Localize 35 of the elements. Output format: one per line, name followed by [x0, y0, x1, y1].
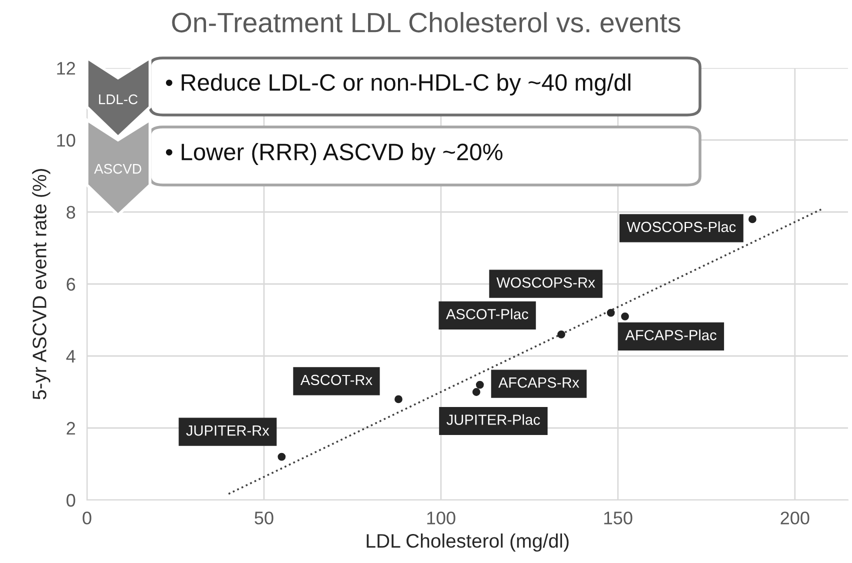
- point: [557, 330, 566, 338]
- annotation: ASCVD: [94, 164, 142, 174]
- point: [394, 395, 402, 404]
- y-tick-label: 4: [66, 350, 76, 363]
- y-tick-label: 12: [57, 62, 75, 75]
- y-tick-label: 10: [57, 134, 76, 147]
- x-tick-label: 200: [780, 512, 810, 524]
- x-tick-label: 0: [82, 512, 92, 524]
- point: [606, 308, 615, 317]
- point: [472, 388, 480, 396]
- annotation: WOSCOPS-Rx: [496, 277, 596, 288]
- annotation: JUPITER-Rx: [186, 426, 270, 436]
- annotation: ASCOT-Rx: [300, 374, 372, 386]
- y-tick-label: 8: [66, 206, 76, 219]
- point: [621, 312, 629, 320]
- annotation: WOSCOPS-Plac: [626, 221, 736, 232]
- point: [476, 380, 484, 389]
- x-tick-label: 150: [604, 512, 632, 524]
- x-axis-title: LDL Cholesterol (mg/dl): [366, 534, 569, 552]
- annotation: ASCOT-Plac: [446, 308, 528, 320]
- annotation: JUPITER-Plac: [446, 414, 540, 425]
- y-tick-label: 6: [66, 278, 76, 291]
- point: [278, 452, 286, 461]
- x-tick-label: 50: [254, 512, 274, 524]
- annotation: AFCAPS-Rx: [498, 377, 580, 388]
- y-tick-label: 0: [66, 494, 76, 507]
- y-axis-title: 5-yr ASCVD event rate (%): [32, 169, 50, 400]
- point: [748, 215, 756, 224]
- annotation: LDL-C: [99, 94, 138, 104]
- annotation: AFCAPS-Plac: [625, 330, 716, 340]
- annotation: • Reduce LDL-C or non-HDL-C by ~40 mg/dl: [166, 73, 630, 96]
- annotation: • Lower (RRR) ASCVD by ~20%: [166, 142, 502, 166]
- chart-title: On-Treatment LDL Cholesterol vs. events: [172, 12, 680, 32]
- x-tick-label: 100: [427, 512, 456, 524]
- y-tick-label: 2: [66, 422, 75, 435]
